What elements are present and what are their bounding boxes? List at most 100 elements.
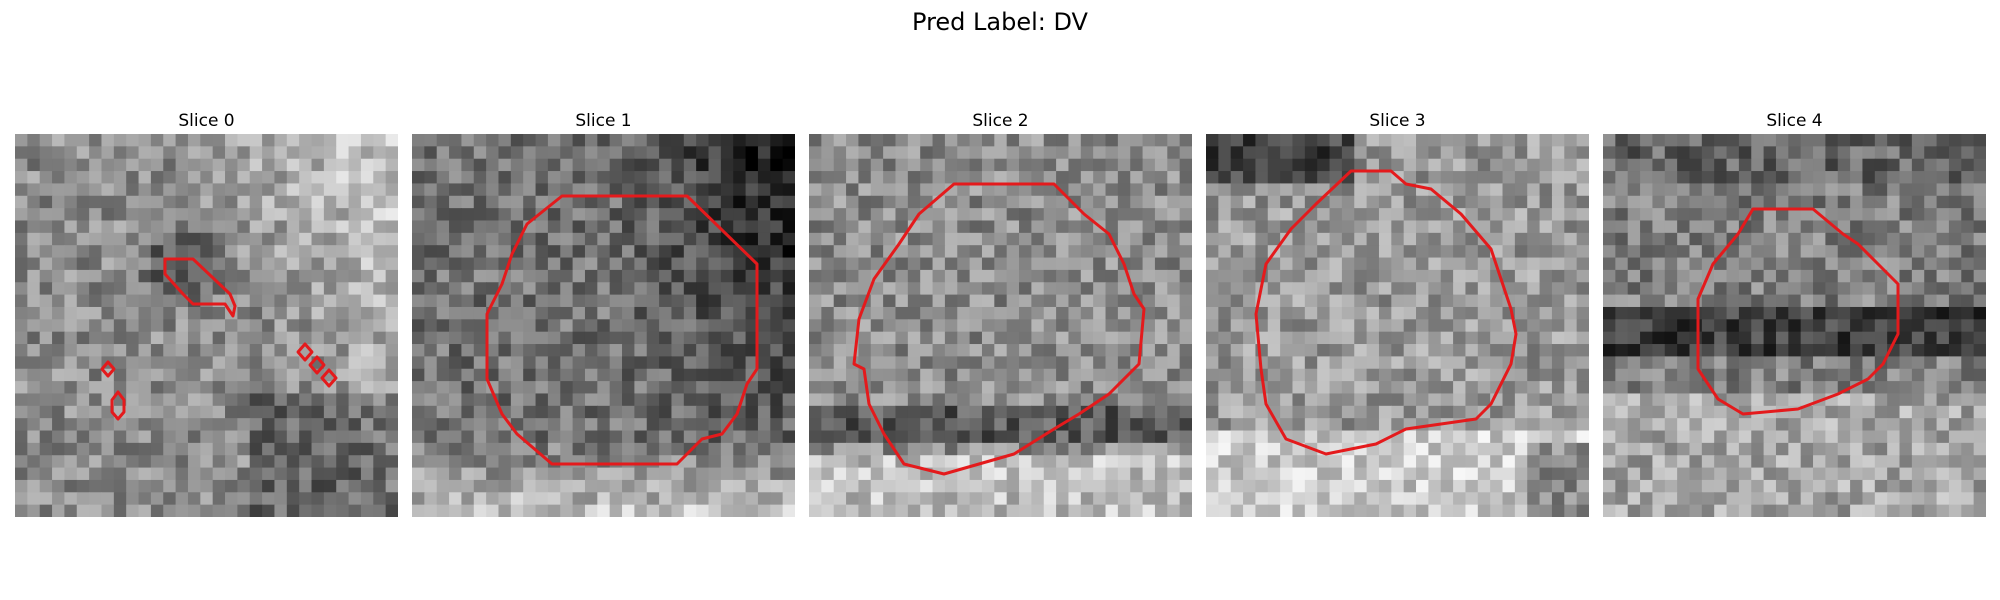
pixel-cell xyxy=(1255,344,1269,357)
pixel-cell xyxy=(870,306,884,320)
pixel-cell xyxy=(1366,158,1380,172)
pixel-cell xyxy=(373,479,387,493)
pixel-cell xyxy=(1206,269,1219,283)
pixel-cell xyxy=(64,195,78,209)
pixel-cell xyxy=(597,257,611,271)
pixel-cell xyxy=(212,331,226,345)
pixel-cell xyxy=(1329,245,1343,259)
pixel-cell xyxy=(932,344,946,357)
pixel-cell xyxy=(1354,405,1368,419)
pixel-cell xyxy=(449,467,463,481)
pixel-cell xyxy=(1440,171,1454,185)
pixel-cell xyxy=(535,294,549,308)
pixel-cell xyxy=(1527,294,1541,308)
pixel-cell xyxy=(1304,504,1318,517)
pixel-cell xyxy=(1218,393,1232,407)
pixel-cell xyxy=(1329,282,1343,296)
pixel-cell xyxy=(809,479,822,493)
pixel-cell xyxy=(1775,294,1789,308)
pixel-cell xyxy=(1391,146,1405,160)
pixel-cell xyxy=(1280,183,1294,197)
slice-pixels-4 xyxy=(1603,134,1986,517)
pixel-cell xyxy=(1924,344,1938,357)
pixel-cell xyxy=(1391,368,1405,382)
pixel-cell xyxy=(1527,269,1541,283)
pixel-cell xyxy=(1899,492,1913,506)
pixel-cell xyxy=(547,306,561,320)
pixel-cell xyxy=(1006,171,1020,185)
pixel-cell xyxy=(311,344,325,357)
pixel-cell xyxy=(1911,442,1925,456)
pixel-cell xyxy=(957,381,971,395)
pixel-cell xyxy=(523,455,537,469)
pixel-cell xyxy=(1775,269,1789,283)
pixel-cell xyxy=(436,455,450,469)
pixel-cell xyxy=(1006,195,1020,209)
pixel-cell xyxy=(1627,195,1641,209)
pixel-cell xyxy=(424,306,438,320)
pixel-cell xyxy=(299,294,313,308)
pixel-cell xyxy=(1714,418,1728,432)
pixel-cell xyxy=(1031,467,1045,481)
pixel-cell xyxy=(1701,134,1715,147)
pixel-cell xyxy=(1664,245,1678,259)
pixel-cell xyxy=(1813,183,1826,197)
pixel-cell xyxy=(200,504,214,517)
pixel-cell xyxy=(299,306,313,320)
pixel-cell xyxy=(1341,344,1355,357)
pixel-cell xyxy=(994,282,1008,296)
pixel-cell xyxy=(907,442,921,456)
pixel-cell xyxy=(1948,418,1962,432)
pixel-cell xyxy=(969,418,983,432)
pixel-cell xyxy=(299,158,313,172)
pixel-cell xyxy=(1403,442,1417,456)
pixel-cell xyxy=(1502,245,1516,259)
pixel-cell xyxy=(1243,492,1257,506)
pixel-cell xyxy=(1304,183,1318,197)
pixel-cell xyxy=(1179,504,1192,517)
pixel-cell xyxy=(1640,134,1654,147)
pixel-cell xyxy=(436,467,450,481)
pixel-cell xyxy=(1218,492,1232,506)
pixel-cell xyxy=(1354,368,1368,382)
pixel-cell xyxy=(1416,208,1429,222)
pixel-cell xyxy=(286,479,300,493)
pixel-cell xyxy=(1142,504,1156,517)
pixel-cell xyxy=(299,232,313,246)
pixel-cell xyxy=(1899,282,1913,296)
pixel-cell xyxy=(1689,418,1703,432)
pixel-cell xyxy=(1080,368,1094,382)
pixel-cell xyxy=(1627,442,1641,456)
pixel-cell xyxy=(1378,442,1392,456)
pixel-cell xyxy=(1514,393,1528,407)
pixel-cell xyxy=(274,306,288,320)
slice-panel-3: Slice 3 xyxy=(1206,108,1589,517)
pixel-cell xyxy=(733,418,747,432)
pixel-cell xyxy=(1874,220,1888,234)
pixel-cell xyxy=(1788,455,1802,469)
pixel-cell xyxy=(846,418,860,432)
pixel-cell xyxy=(757,282,771,296)
pixel-cell xyxy=(597,442,611,456)
pixel-cell xyxy=(1068,319,1082,333)
pixel-cell xyxy=(1093,269,1107,283)
pixel-cell xyxy=(225,393,238,407)
pixel-cell xyxy=(311,158,325,172)
pixel-cell xyxy=(15,319,28,333)
pixel-cell xyxy=(461,171,475,185)
pixel-cell xyxy=(733,294,747,308)
pixel-cell xyxy=(907,183,921,197)
pixel-cell xyxy=(1775,356,1789,370)
pixel-cell xyxy=(1218,430,1232,444)
pixel-cell xyxy=(39,356,53,370)
pixel-cell xyxy=(622,479,635,493)
pixel-cell xyxy=(1465,269,1479,283)
pixel-cell xyxy=(113,195,127,209)
pixel-cell xyxy=(138,467,152,481)
pixel-cell xyxy=(1603,393,1616,407)
pixel-cell xyxy=(1850,294,1864,308)
pixel-cell xyxy=(385,134,398,147)
pixel-cell xyxy=(1862,306,1876,320)
pixel-cell xyxy=(646,195,660,209)
pixel-cell xyxy=(671,282,685,296)
